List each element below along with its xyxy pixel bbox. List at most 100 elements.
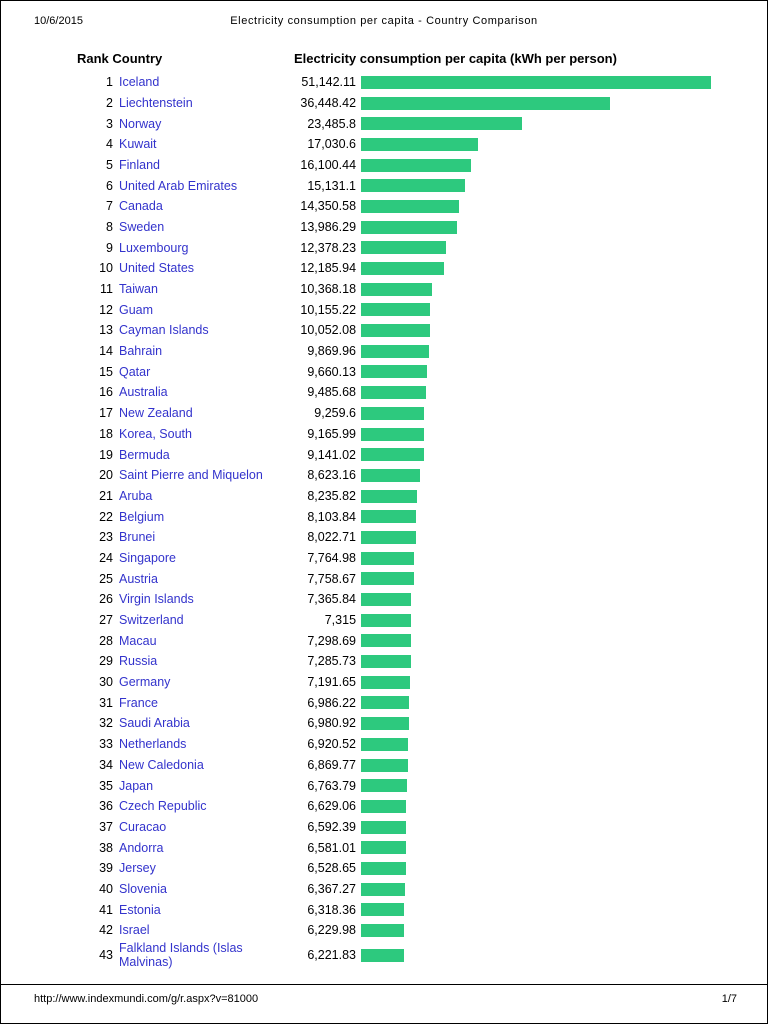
rank-cell: 36 — [99, 799, 113, 814]
bar-cell — [356, 238, 761, 259]
country-link[interactable]: Guam — [119, 302, 154, 317]
country-link[interactable]: Switzerland — [119, 613, 184, 628]
country-cell: Aruba — [113, 486, 294, 507]
country-link[interactable]: Austria — [119, 571, 158, 586]
bar-cell — [356, 506, 761, 527]
country-link[interactable]: Bahrain — [119, 344, 163, 359]
country-link[interactable]: Bermuda — [119, 447, 170, 462]
country-link[interactable]: United States — [119, 261, 195, 276]
country-link[interactable]: Luxembourg — [119, 240, 189, 255]
country-link[interactable]: Taiwan — [119, 282, 158, 297]
country-link[interactable]: Korea, South — [119, 426, 192, 441]
country-link[interactable]: Andorra — [119, 840, 164, 855]
value-bar — [361, 241, 447, 255]
table-row: 14 Bahrain 9,869.96 — [77, 341, 761, 362]
rank-cell: 23 — [99, 530, 113, 545]
country-link[interactable]: Liechtenstein — [119, 95, 193, 110]
country-cell: Falkland Islands (Islas Malvinas) — [113, 941, 294, 970]
table-row: 8 Sweden 13,986.29 — [77, 217, 761, 238]
country-link[interactable]: Aruba — [119, 488, 153, 503]
country-link[interactable]: Brunei — [119, 530, 156, 545]
value-cell: 6,869.77 — [307, 757, 357, 772]
country-link[interactable]: Germany — [119, 675, 171, 690]
value-bar — [361, 530, 417, 544]
country-cell: France — [113, 693, 294, 714]
value-cell: 8,623.16 — [307, 468, 357, 483]
country-link[interactable]: Estonia — [119, 902, 161, 917]
value-bar — [361, 158, 472, 172]
country-link[interactable]: Virgin Islands — [119, 592, 194, 607]
bar-cell — [356, 486, 761, 507]
country-link[interactable]: Slovenia — [119, 881, 167, 896]
country-cell: Sweden — [113, 217, 294, 238]
bar-cell — [356, 879, 761, 900]
country-link[interactable]: France — [119, 695, 158, 710]
country-link[interactable]: Cayman Islands — [119, 323, 209, 338]
value-bar — [361, 572, 415, 586]
country-cell: Saudi Arabia — [113, 713, 294, 734]
rank-cell: 29 — [99, 654, 113, 669]
bar-cell — [356, 610, 761, 631]
country-link[interactable]: Norway — [119, 116, 162, 131]
rank-cell: 24 — [99, 550, 113, 565]
country-link[interactable]: Japan — [119, 778, 154, 793]
country-link[interactable]: Qatar — [119, 364, 151, 379]
table-row: 7 Canada 14,350.58 — [77, 196, 761, 217]
table-row: 41 Estonia 6,318.36 — [77, 900, 761, 921]
country-link[interactable]: Russia — [119, 654, 158, 669]
rank-cell: 19 — [99, 447, 113, 462]
country-link[interactable]: New Zealand — [119, 406, 193, 421]
country-link[interactable]: Canada — [119, 199, 163, 214]
table-row: 35 Japan 6,763.79 — [77, 775, 761, 796]
country-link[interactable]: Belgium — [119, 509, 165, 524]
value-cell: 9,660.13 — [307, 364, 357, 379]
table-row: 12 Guam 10,155.22 — [77, 300, 761, 321]
value-cell: 6,528.65 — [307, 861, 357, 876]
country-link[interactable]: Finland — [119, 157, 160, 172]
country-link[interactable]: Curacao — [119, 819, 167, 834]
country-cell: Luxembourg — [113, 238, 294, 259]
value-bar — [361, 220, 458, 234]
table-row: 37 Curacao 6,592.39 — [77, 817, 761, 838]
country-link[interactable]: Iceland — [119, 75, 160, 90]
country-link[interactable]: Falkland Islands (Islas Malvinas) — [119, 940, 243, 970]
country-table: Rank Country Electricity consumption per… — [77, 51, 761, 970]
value-cell: 6,980.92 — [307, 716, 357, 731]
table-row: 34 New Caledonia 6,869.77 — [77, 755, 761, 776]
country-link[interactable]: Saint Pierre and Miquelon — [119, 468, 263, 483]
country-link[interactable]: Sweden — [119, 219, 165, 234]
bar-cell — [356, 72, 761, 93]
table-row: 42 Israel 6,229.98 — [77, 920, 761, 941]
value-cell: 9,259.6 — [314, 406, 357, 421]
rank-cell: 41 — [99, 902, 113, 917]
table-row: 10 United States 12,185.94 — [77, 258, 761, 279]
rank-cell: 26 — [99, 592, 113, 607]
value-bar — [361, 324, 431, 338]
value-cell: 6,629.06 — [307, 799, 357, 814]
country-link[interactable]: Australia — [119, 385, 168, 400]
country-link[interactable]: Singapore — [119, 550, 176, 565]
country-link[interactable]: United Arab Emirates — [119, 178, 238, 193]
print-header: 10/6/2015 Electricity consumption per ca… — [1, 15, 767, 31]
table-row: 25 Austria 7,758.67 — [77, 569, 761, 590]
country-link[interactable]: Netherlands — [119, 737, 187, 752]
country-link[interactable]: Saudi Arabia — [119, 716, 190, 731]
rank-cell: 17 — [99, 406, 113, 421]
footer-url: http://www.indexmundi.com/g/r.aspx?v=810… — [34, 993, 259, 1005]
country-cell: United States — [113, 258, 294, 279]
country-link[interactable]: New Caledonia — [119, 757, 204, 772]
country-cell: Finland — [113, 155, 294, 176]
country-cell: Guam — [113, 300, 294, 321]
value-cell: 9,165.99 — [307, 426, 357, 441]
country-link[interactable]: Macau — [119, 633, 157, 648]
country-link[interactable]: Czech Republic — [119, 799, 207, 814]
rank-cell: 16 — [99, 385, 113, 400]
value-bar — [361, 903, 405, 917]
country-link[interactable]: Israel — [119, 923, 150, 938]
country-link[interactable]: Kuwait — [119, 137, 157, 152]
country-link[interactable]: Jersey — [119, 861, 156, 876]
value-cell: 6,920.52 — [307, 737, 357, 752]
rank-cell: 25 — [99, 571, 113, 586]
country-cell: Qatar — [113, 362, 294, 383]
rank-cell: 1 — [106, 75, 113, 90]
